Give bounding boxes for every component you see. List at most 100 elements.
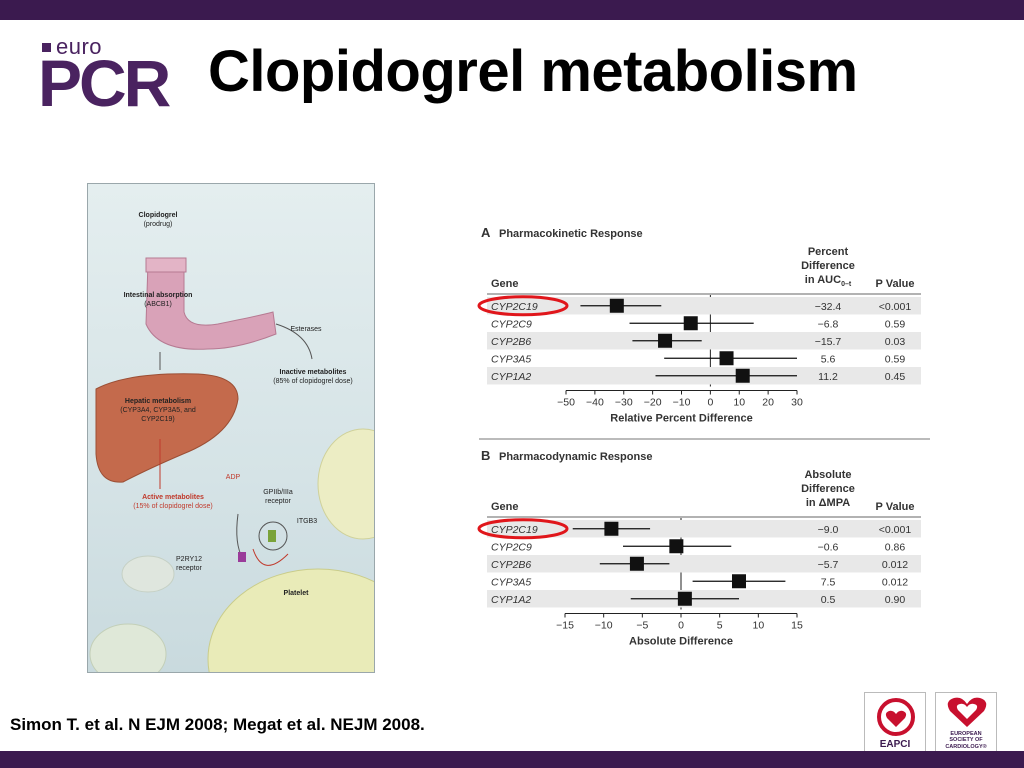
- panel-b-x-tick-label: −5: [636, 620, 648, 632]
- esc-badge: EUROPEAN SOCIETY OF CARDIOLOGY®: [935, 692, 997, 754]
- panel-a-row-bg: [487, 297, 921, 315]
- ill-abcb1: (ABCB1): [144, 300, 172, 308]
- ill-hepatic: Hepatic metabolism: [124, 398, 192, 405]
- esc-heart-icon: [947, 697, 987, 727]
- panel-a-point: [683, 316, 698, 331]
- panel-a-p-value: <0.001: [879, 301, 912, 313]
- panel-b-point: [669, 539, 684, 554]
- panel-a-value-label: −15.7: [815, 336, 842, 348]
- esc-label-3: CARDIOLOGY®: [945, 743, 987, 750]
- panel-b-letter: B: [481, 448, 490, 463]
- panel-a-x-tick-label: 10: [733, 397, 745, 409]
- slide-title: Clopidogrel metabolism: [208, 39, 858, 104]
- panel-a-row-bg: [487, 332, 921, 350]
- panel-b-p-header: P Value: [876, 501, 915, 513]
- forest-plot-svg: A Pharmacokinetic Response Percent Differen…: [477, 225, 930, 648]
- panel-a-value-label: 5.6: [821, 353, 836, 365]
- eapci-label: EAPCI: [879, 739, 911, 750]
- citation: Simon T. et al. N EJM 2008; Megat et al.…: [10, 715, 425, 734]
- panel-a-point: [609, 298, 624, 313]
- panel-b-x-tick-label: 5: [717, 620, 723, 632]
- ill-active-sub: (15% of clopidogrel dose): [133, 502, 213, 510]
- panel-b-gene-label: CYP2C9: [491, 541, 532, 553]
- panel-b-point: [604, 521, 619, 536]
- forest-plots: A Pharmacokinetic Response Percent Differen…: [475, 215, 945, 655]
- panel-a-value-label: −6.8: [818, 318, 839, 330]
- europcr-logo: euro PCR: [38, 34, 178, 118]
- panel-b-p-value: 0.90: [885, 594, 906, 606]
- panel-b-value-label: 7.5: [821, 576, 836, 588]
- panel-b-value-label: −0.6: [818, 541, 839, 553]
- panel-a-effect-header-2: in AUC0–t: [805, 274, 852, 288]
- ill-active: Active metabolites: [142, 494, 204, 501]
- panel-a-gene-label: CYP1A2: [491, 371, 531, 383]
- panel-a-gene-label: CYP2C19: [491, 301, 538, 313]
- panel-a-x-tick-label: 30: [791, 397, 803, 409]
- panel-b-point: [677, 591, 692, 606]
- panel-b-p-value: 0.012: [882, 559, 908, 571]
- panel-a-value-label: 11.2: [818, 371, 838, 383]
- ill-esterases: Esterases: [290, 326, 322, 333]
- ill-p2ry12-sub: receptor: [176, 564, 202, 572]
- panel-a-x-tick-label: 20: [762, 397, 774, 409]
- panel-a-effect-header-0: Percent: [808, 246, 849, 258]
- panel-b-value-label: −5.7: [818, 559, 839, 571]
- ill-itgb3: ITGB3: [296, 518, 318, 525]
- panel-b-gene-label: CYP1A2: [491, 594, 531, 606]
- panel-b-title: Pharmacodynamic Response: [499, 451, 652, 463]
- esc-label-2: SOCIETY OF: [949, 737, 983, 744]
- panel-b-effect-header-0: Absolute: [804, 469, 851, 481]
- panel-a-point: [719, 351, 734, 366]
- eapci-heart-icon: [877, 698, 915, 736]
- panel-b-point: [629, 556, 644, 571]
- ill-prodrug: (prodrug): [143, 220, 173, 228]
- panel-b-x-tick-label: −10: [595, 620, 613, 632]
- panel-b-gene-header: Gene: [491, 501, 519, 513]
- panel-b-x-tick-label: 15: [791, 620, 803, 632]
- panel-a-effect-header-1: Difference: [801, 260, 855, 272]
- ill-intestinal: Intestinal absorption: [123, 292, 193, 299]
- panel-a-p-header: P Value: [876, 278, 915, 290]
- panel-a-x-tick-label: 0: [707, 397, 713, 409]
- panel-a-highlight-circle: [477, 295, 569, 317]
- panel-a-p-value: 0.59: [885, 353, 906, 365]
- panel-b-value-label: −9.0: [818, 524, 839, 536]
- panel-b-gene-label: CYP2C19: [491, 524, 538, 536]
- panel-b-point: [732, 574, 746, 589]
- logo-euro-text: euro: [56, 34, 103, 59]
- panel-b-x-tick-label: 10: [752, 620, 764, 632]
- panel-a-p-value: 0.59: [885, 318, 906, 330]
- panel-a-title: Pharmacokinetic Response: [499, 228, 643, 240]
- ill-inactive-sub: (85% of clopidogrel dose): [273, 377, 353, 385]
- panel-b-row-bg: [487, 520, 921, 538]
- ill-gp-sub: receptor: [265, 497, 291, 505]
- panel-a-letter: A: [481, 225, 491, 240]
- ill-hepatic-sub1: (CYP3A4, CYP3A5, and: [120, 406, 196, 414]
- panel-a-p-value: 0.45: [885, 371, 906, 383]
- logo-pcr-text: PCR: [38, 46, 171, 120]
- panel-b-p-value: 0.012: [882, 576, 908, 588]
- ill-inactive: Inactive metabolites: [279, 369, 347, 376]
- panel-a-gene-label: CYP3A5: [491, 353, 531, 365]
- panel-a-x-tick-label: −40: [586, 397, 604, 409]
- panel-b-row-bg: [487, 555, 921, 573]
- panel-a-p-value: 0.03: [885, 336, 906, 348]
- panel-a-x-tick-label: −10: [673, 397, 691, 409]
- ill-p2ry12: P2RY12: [176, 556, 202, 563]
- panel-a-value-label: −32.4: [815, 301, 842, 313]
- panel-b-x-label: Absolute Difference: [629, 636, 733, 648]
- bottom-bar: [0, 751, 1024, 768]
- panel-b-gene-label: CYP2B6: [491, 559, 531, 571]
- panel-b-p-value: 0.86: [885, 541, 906, 553]
- panel-a-effect-header-subscript: 0–t: [841, 281, 852, 288]
- panel-b-effect-header-2: in ΔMPA: [806, 497, 850, 509]
- panel-a-gene-header: Gene: [491, 278, 519, 290]
- panel-b-effect-header-1: Difference: [801, 483, 855, 495]
- metabolism-illustration: Clopidogrel (prodrug) Intestinal absorpti…: [87, 183, 375, 673]
- panel-a-gene-label: CYP2C9: [491, 318, 532, 330]
- top-bar: [0, 0, 1024, 20]
- panel-b-gene-label: CYP3A5: [491, 576, 531, 588]
- esc-label-1: EUROPEAN: [950, 731, 982, 737]
- eapci-badge: EAPCI: [864, 692, 926, 754]
- logo-square: [42, 43, 51, 52]
